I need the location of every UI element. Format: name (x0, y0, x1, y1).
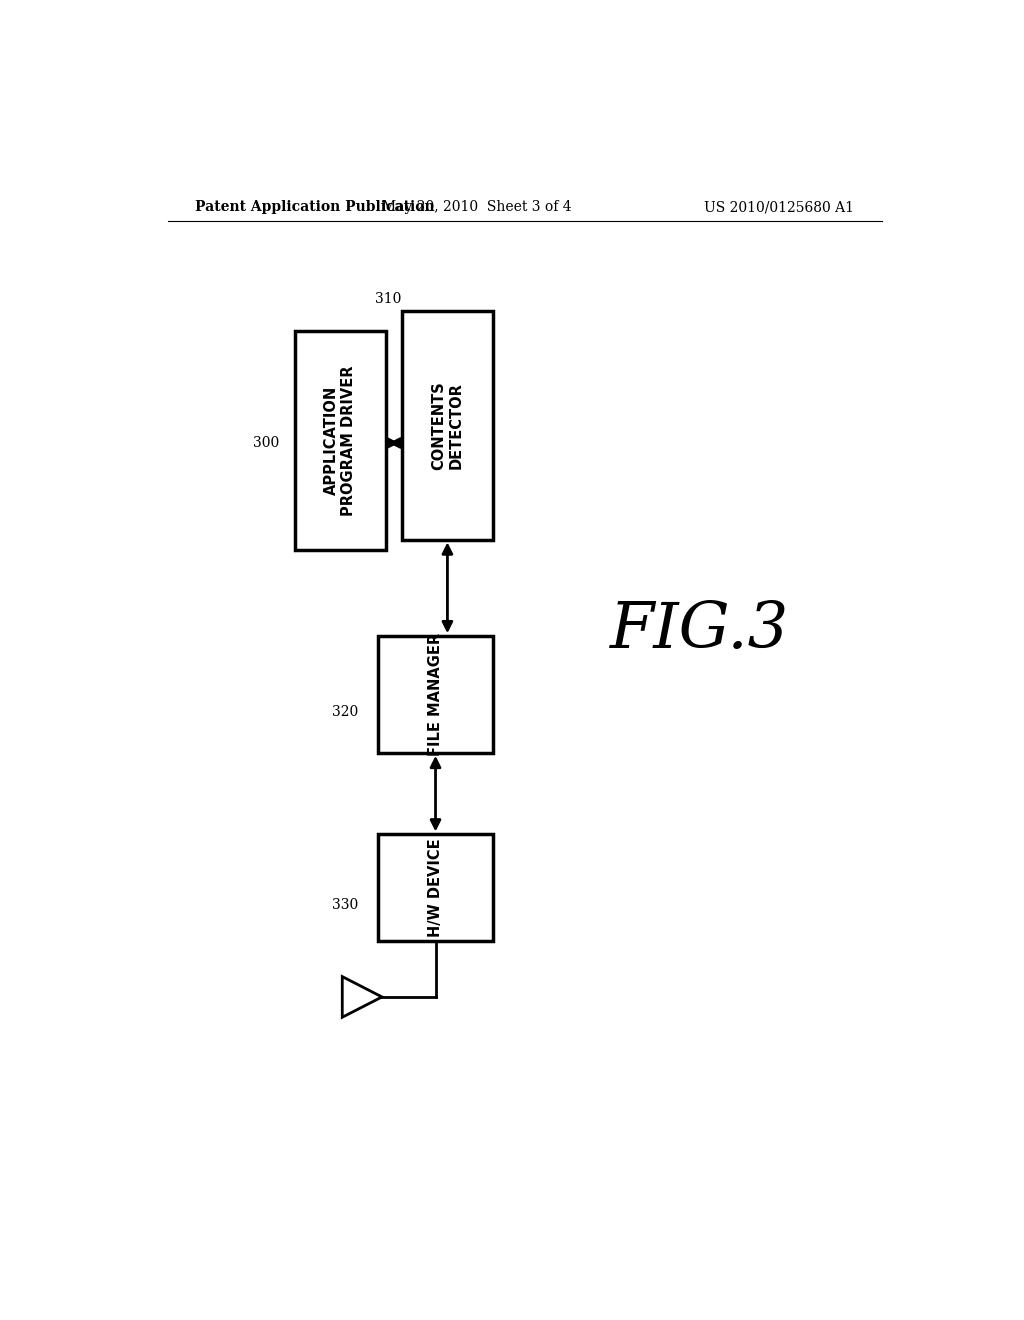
Text: FILE MANAGER: FILE MANAGER (428, 634, 443, 756)
Text: APPLICATION
PROGRAM DRIVER: APPLICATION PROGRAM DRIVER (324, 366, 356, 516)
Text: Patent Application Publication: Patent Application Publication (196, 201, 435, 214)
Bar (401, 312, 494, 540)
Text: FIG.3: FIG.3 (609, 601, 790, 661)
Bar (378, 636, 494, 752)
Bar (378, 834, 494, 941)
Text: 320: 320 (332, 705, 358, 719)
Text: 300: 300 (253, 436, 279, 450)
Bar (295, 331, 386, 549)
Polygon shape (342, 977, 382, 1018)
Text: US 2010/0125680 A1: US 2010/0125680 A1 (705, 201, 854, 214)
Text: CONTENTS
DETECTOR: CONTENTS DETECTOR (431, 381, 464, 470)
Text: H/W DEVICE: H/W DEVICE (428, 838, 443, 937)
Text: May 20, 2010  Sheet 3 of 4: May 20, 2010 Sheet 3 of 4 (382, 201, 572, 214)
Text: 310: 310 (376, 292, 401, 306)
Text: 330: 330 (332, 899, 358, 912)
